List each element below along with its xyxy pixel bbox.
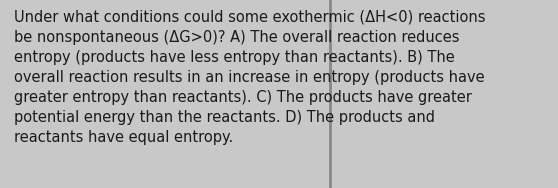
Text: Under what conditions could some exothermic (ΔH<0) reactions
be nonspontaneous (: Under what conditions could some exother… [14, 10, 485, 145]
